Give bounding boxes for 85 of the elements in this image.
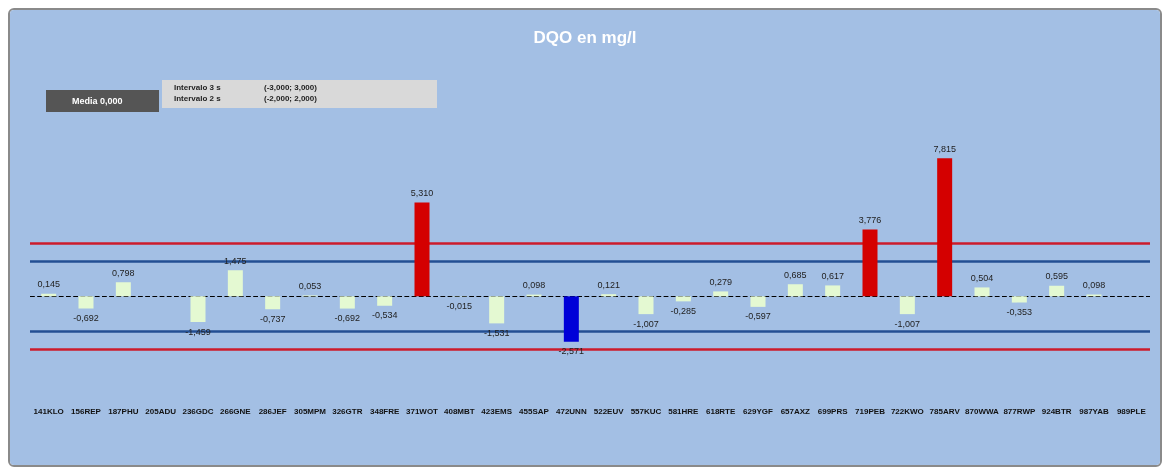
bar	[787, 284, 803, 297]
data-label: 5,310	[410, 188, 434, 199]
data-label: -1,007	[633, 318, 659, 329]
bar	[899, 296, 915, 315]
data-label: 0,121	[597, 279, 620, 290]
x-tick-label: 522EUV	[593, 406, 625, 416]
data-label: -0,285	[670, 305, 697, 316]
text: Media 0,000	[72, 95, 123, 106]
data-label: -0,597	[745, 311, 771, 322]
bar	[339, 296, 355, 309]
data-label: -0,692	[334, 313, 361, 324]
bar	[862, 229, 878, 297]
data-label: -0,015	[446, 301, 473, 312]
data-label: 1,475	[224, 255, 247, 266]
bar	[1011, 296, 1027, 303]
bar	[675, 296, 691, 302]
text: (-2,000; 2,000)	[264, 93, 318, 103]
bar	[937, 158, 953, 297]
x-tick-label: 870WWA	[965, 406, 1000, 416]
x-tick-label: 581HRE	[668, 406, 700, 416]
bar	[1049, 285, 1065, 297]
bar	[638, 296, 654, 315]
data-label: 0,098	[1082, 280, 1106, 291]
bar	[713, 291, 729, 297]
data-label: 0,617	[821, 270, 844, 281]
x-tick-label: 266GNE	[219, 406, 252, 416]
data-label: -1,459	[185, 326, 211, 337]
bar	[377, 296, 393, 306]
data-label: 0,685	[784, 269, 807, 280]
text: Intervalo 2 s	[174, 93, 222, 103]
x-tick-label: 326GTR	[332, 406, 363, 416]
data-label: 0,053	[298, 280, 322, 291]
x-tick-label: 305MPM	[293, 406, 327, 416]
data-label: 0,279	[709, 276, 732, 287]
x-tick-label: 877RWP	[1003, 406, 1036, 416]
x-tick-label: 286JEF	[258, 406, 287, 416]
x-tick-label: 156REP	[71, 406, 102, 416]
x-tick-label: 371WOT	[405, 406, 439, 416]
bar	[563, 296, 579, 342]
x-tick-label: 924BTR	[1041, 406, 1072, 416]
x-tick-label: 629YGF	[743, 406, 774, 416]
data-label: -0,737	[259, 313, 286, 324]
x-tick-label: 722KWO	[890, 406, 924, 416]
bar	[414, 202, 430, 297]
x-tick-label: 423EMS	[481, 406, 513, 416]
x-tick-label: 785ARV	[929, 406, 961, 416]
x-tick-label: 987YAB	[1079, 406, 1109, 416]
bar	[825, 285, 841, 297]
x-tick-label: 618RTE	[705, 406, 736, 416]
data-label: 0,798	[112, 267, 135, 278]
bar	[974, 287, 990, 297]
data-label: 0,595	[1045, 271, 1068, 282]
x-tick-label: 205ADU	[145, 406, 177, 416]
x-tick-label: 557KUC	[630, 406, 662, 416]
chart-title: DQO en mg/l	[533, 28, 637, 47]
bar	[190, 296, 206, 323]
x-tick-label: 719PEB	[855, 406, 886, 416]
x-tick-label: 236GDC	[182, 406, 214, 416]
data-label: 0,098	[522, 280, 546, 291]
x-tick-label: 455SAP	[519, 406, 550, 416]
x-tick-label: 187PHU	[108, 406, 139, 416]
x-tick-label: 408MBT	[443, 406, 475, 416]
bar	[227, 270, 243, 297]
bar	[265, 296, 281, 310]
bar	[601, 294, 617, 297]
data-label: -0,353	[1006, 307, 1033, 318]
x-tick-label: 472UNN	[555, 406, 587, 416]
data-label: -0,534	[371, 310, 398, 321]
bar	[489, 296, 505, 324]
x-tick-label: 657AXZ	[780, 406, 811, 416]
data-label: 0,504	[970, 272, 994, 283]
data-label: -0,692	[73, 313, 99, 324]
x-tick-label: 348FRE	[369, 406, 400, 416]
bar	[750, 296, 766, 307]
x-tick-label: 141KLO	[33, 406, 64, 416]
x-tick-label: 699PRS	[817, 406, 849, 416]
bar	[78, 296, 94, 309]
text: (-3,000; 3,000)	[264, 82, 318, 92]
data-label: 7,815	[933, 143, 956, 154]
text: Intervalo 3 s	[174, 82, 222, 92]
bar	[115, 282, 131, 297]
x-tick-label: 989PLE	[1116, 406, 1147, 416]
data-label: 3,776	[858, 215, 882, 226]
data-label: 0,145	[37, 279, 60, 290]
data-label: -1,007	[894, 318, 921, 329]
